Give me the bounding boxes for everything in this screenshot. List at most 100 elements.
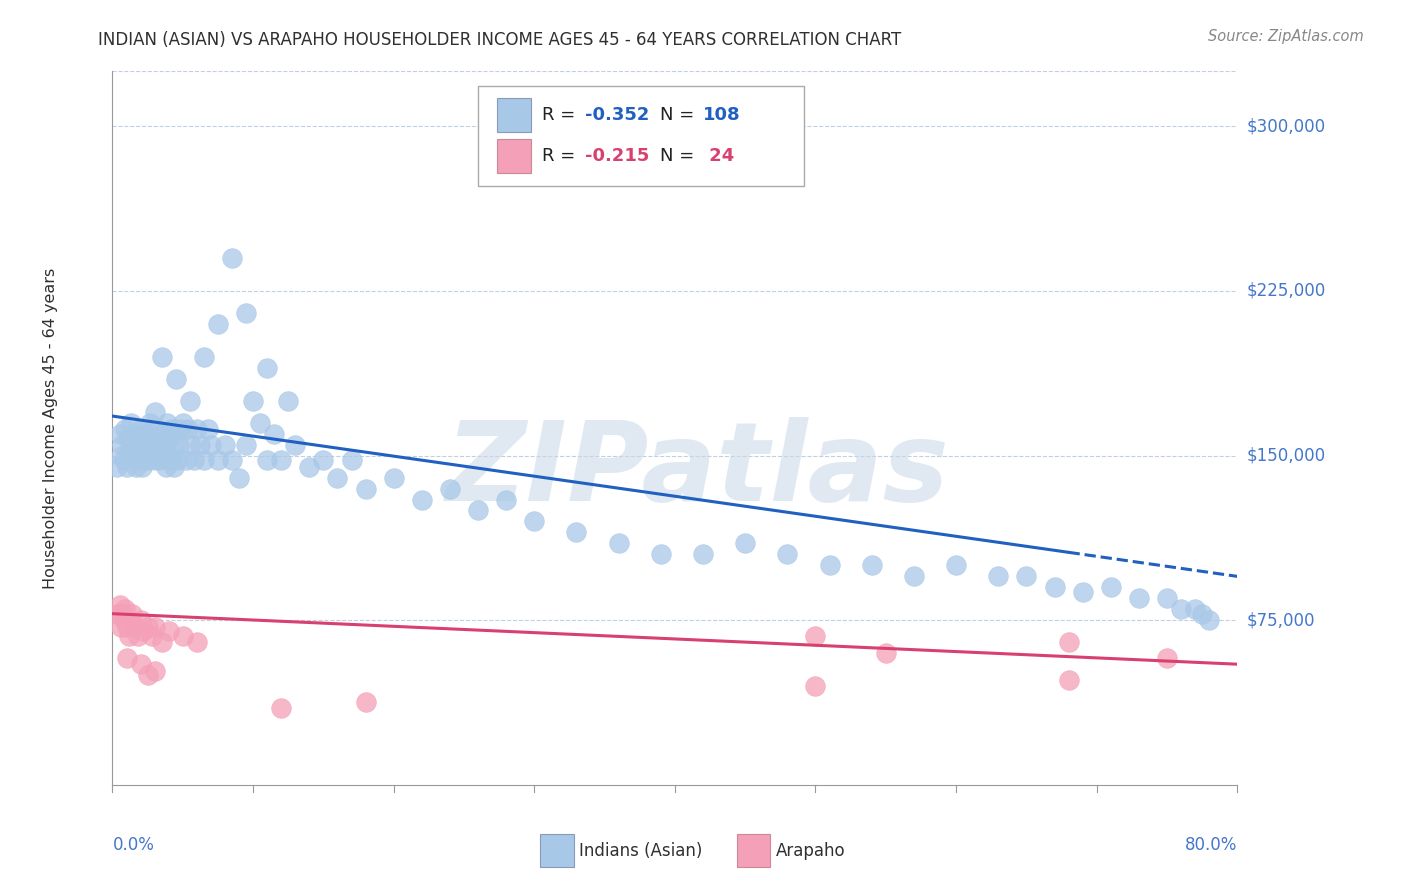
Point: [354, 694, 377, 708]
Point: [734, 536, 756, 550]
Text: $75,000: $75,000: [1247, 611, 1316, 629]
Text: N =: N =: [661, 147, 700, 165]
Point: [146, 422, 169, 436]
Point: [139, 416, 162, 430]
Point: [235, 306, 257, 320]
Point: [156, 416, 179, 430]
Point: [162, 444, 184, 458]
Point: [111, 437, 134, 451]
Point: [180, 437, 202, 451]
Point: [174, 453, 197, 467]
Point: [129, 657, 152, 672]
Point: [1057, 673, 1080, 687]
Point: [135, 426, 157, 441]
Point: [136, 668, 159, 682]
Point: [221, 453, 243, 467]
Point: [132, 437, 155, 451]
Point: [875, 646, 897, 660]
Point: [108, 426, 131, 441]
Point: [114, 422, 136, 436]
Point: [804, 679, 827, 693]
Text: Indians (Asian): Indians (Asian): [579, 842, 703, 860]
Point: [177, 422, 200, 436]
Point: [121, 607, 143, 621]
Point: [1184, 602, 1206, 616]
Text: Householder Income Ages 45 - 64 years: Householder Income Ages 45 - 64 years: [44, 268, 58, 589]
Point: [121, 453, 143, 467]
Point: [326, 470, 349, 484]
Point: [128, 449, 150, 463]
Point: [382, 470, 405, 484]
Point: [115, 650, 138, 665]
Point: [138, 453, 160, 467]
Point: [340, 453, 363, 467]
Point: [125, 459, 148, 474]
Point: [159, 453, 181, 467]
Point: [207, 317, 229, 331]
Point: [1198, 613, 1220, 627]
Point: [118, 629, 141, 643]
Point: [197, 422, 219, 436]
Point: [804, 629, 827, 643]
Point: [270, 453, 292, 467]
Point: [163, 459, 186, 474]
Point: [221, 251, 243, 265]
Text: $225,000: $225,000: [1247, 282, 1326, 300]
Text: Source: ZipAtlas.com: Source: ZipAtlas.com: [1208, 29, 1364, 44]
Point: [172, 629, 194, 643]
Point: [467, 503, 489, 517]
Point: [650, 548, 672, 562]
Point: [1156, 650, 1178, 665]
Point: [111, 607, 134, 621]
Point: [284, 437, 307, 451]
Point: [167, 437, 190, 451]
Point: [145, 453, 167, 467]
Point: [277, 393, 299, 408]
Point: [165, 426, 187, 441]
Point: [193, 453, 215, 467]
Point: [165, 372, 187, 386]
Point: [256, 360, 278, 375]
Point: [149, 453, 172, 467]
FancyBboxPatch shape: [737, 834, 770, 867]
Point: [312, 453, 335, 467]
Text: 0.0%: 0.0%: [112, 837, 155, 855]
Point: [1191, 607, 1213, 621]
FancyBboxPatch shape: [498, 98, 531, 132]
Point: [129, 422, 152, 436]
Point: [1057, 635, 1080, 649]
Point: [117, 431, 139, 445]
Point: [172, 416, 194, 430]
Point: [188, 437, 211, 451]
Point: [607, 536, 630, 550]
Text: 24: 24: [703, 147, 734, 165]
Point: [150, 635, 173, 649]
Point: [120, 416, 142, 430]
Point: [270, 701, 292, 715]
FancyBboxPatch shape: [498, 139, 531, 173]
Point: [110, 620, 132, 634]
Point: [124, 620, 146, 634]
Text: -0.352: -0.352: [585, 106, 650, 124]
Point: [114, 602, 136, 616]
Point: [160, 422, 183, 436]
Point: [200, 437, 222, 451]
Point: [256, 453, 278, 467]
Point: [115, 620, 138, 634]
Point: [207, 453, 229, 467]
Point: [818, 558, 841, 573]
Text: INDIAN (ASIAN) VS ARAPAHO HOUSEHOLDER INCOME AGES 45 - 64 YEARS CORRELATION CHAR: INDIAN (ASIAN) VS ARAPAHO HOUSEHOLDER IN…: [98, 31, 901, 49]
Point: [112, 613, 135, 627]
Point: [112, 453, 135, 467]
Point: [108, 598, 131, 612]
Point: [987, 569, 1010, 583]
Text: R =: R =: [543, 106, 581, 124]
Point: [131, 459, 153, 474]
Point: [242, 393, 264, 408]
Point: [136, 620, 159, 634]
Point: [124, 437, 146, 451]
Point: [152, 449, 174, 463]
Point: [776, 548, 799, 562]
Point: [495, 492, 517, 507]
Text: ZIPatlas: ZIPatlas: [446, 417, 949, 524]
